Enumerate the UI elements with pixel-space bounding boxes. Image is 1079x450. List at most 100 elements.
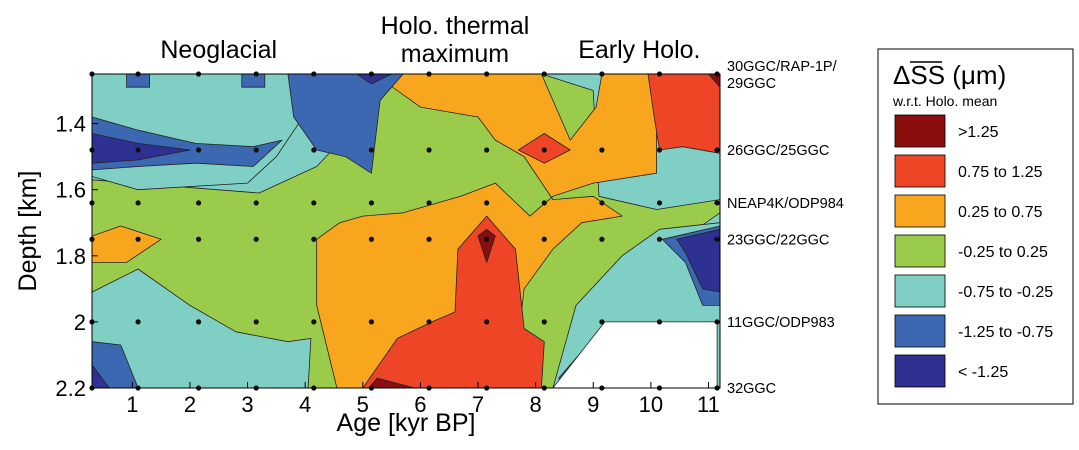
sample-point bbox=[541, 200, 547, 206]
sample-point bbox=[135, 200, 141, 206]
contour-region-4 bbox=[92, 225, 162, 263]
legend-swatch bbox=[894, 234, 946, 268]
sample-point bbox=[656, 200, 663, 206]
y-tick-label: 1.8 bbox=[55, 244, 86, 269]
contour-region-16 bbox=[241, 74, 266, 88]
sample-point bbox=[541, 319, 547, 325]
legend-swatch bbox=[894, 274, 946, 308]
sample-point bbox=[599, 319, 605, 325]
legend-swatch bbox=[894, 154, 946, 188]
sample-point bbox=[484, 147, 490, 153]
x-tick-label: 10 bbox=[639, 392, 663, 417]
legend-swatch bbox=[894, 114, 946, 148]
y-tick-label: 1.4 bbox=[55, 112, 86, 137]
period-label: Early Holo. bbox=[578, 36, 700, 64]
sample-point bbox=[426, 319, 432, 325]
contour-region-19 bbox=[92, 341, 139, 388]
sample-point bbox=[253, 236, 259, 242]
y-axis-label: Depth [km] bbox=[14, 171, 42, 292]
sample-point bbox=[311, 236, 317, 242]
legend-swatch bbox=[894, 354, 946, 388]
x-tick-label: 1 bbox=[126, 392, 138, 417]
legend-swatch bbox=[894, 194, 946, 228]
legend-subtitle: w.r.t. Holo. mean bbox=[892, 93, 997, 109]
sample-point bbox=[368, 236, 375, 242]
contour-region-23 bbox=[356, 74, 393, 85]
contour-region-24 bbox=[676, 228, 720, 293]
y-tick-label: 2.2 bbox=[55, 376, 86, 401]
sample-point bbox=[135, 319, 141, 325]
contour-region-14 bbox=[92, 268, 312, 388]
y-tick-label: 1.6 bbox=[55, 178, 86, 203]
sample-point bbox=[541, 147, 547, 153]
sample-point bbox=[311, 319, 317, 325]
sample-point bbox=[368, 147, 375, 153]
x-tick-label: 7 bbox=[472, 392, 484, 417]
legend-entry-label: -0.25 to 0.25 bbox=[958, 244, 1048, 261]
core-label: 26GGC/25GGC bbox=[727, 143, 829, 159]
x-tick-label: 8 bbox=[530, 392, 542, 417]
sample-point bbox=[135, 147, 141, 153]
contour-region-15 bbox=[126, 74, 151, 88]
contour-region-22 bbox=[92, 133, 191, 164]
x-tick-label: 11 bbox=[697, 392, 720, 417]
sample-point bbox=[541, 236, 547, 242]
legend-title: ΔSS (μm) bbox=[893, 60, 1006, 90]
no-data-polygon bbox=[552, 321, 718, 388]
sample-point bbox=[195, 236, 202, 242]
sample-point bbox=[426, 236, 432, 242]
sample-point bbox=[195, 147, 202, 153]
core-label: 11GGC/ODP983 bbox=[727, 315, 835, 331]
legend-entry-label: < -1.25 bbox=[958, 364, 1008, 381]
sample-point bbox=[368, 200, 375, 206]
sample-point bbox=[135, 236, 141, 242]
core-label: NEAP4K/ODP984 bbox=[727, 196, 844, 212]
x-tick-label: 3 bbox=[241, 392, 253, 417]
sample-point bbox=[426, 147, 432, 153]
core-label: 30GGC/RAP-1P/ bbox=[727, 59, 838, 75]
period-label: Neoglacial bbox=[160, 36, 277, 64]
sample-point bbox=[484, 319, 490, 325]
contour-region-9 bbox=[477, 228, 496, 263]
legend-entry-label: >1.25 bbox=[958, 124, 999, 141]
x-tick-label: 9 bbox=[587, 392, 599, 417]
core-label: 23GGC/22GGC bbox=[727, 232, 829, 248]
legend-entry-label: 0.25 to 0.75 bbox=[958, 204, 1043, 221]
legend-entry-label: 0.75 to 1.25 bbox=[958, 164, 1043, 181]
sample-point bbox=[484, 236, 490, 242]
x-tick-label: 2 bbox=[184, 392, 196, 417]
legend-entry-label: -0.75 to -0.25 bbox=[958, 284, 1053, 301]
contour-region-6 bbox=[362, 215, 545, 388]
legend-entries: >1.25 0.75 to 1.25 0.25 to 0.75 -0.25 to 0.… bbox=[894, 114, 1053, 388]
sample-point bbox=[195, 200, 202, 206]
x-axis-label: Age [kyr BP] bbox=[337, 409, 476, 437]
contour-region-8 bbox=[647, 74, 720, 154]
core-label: 32GGC bbox=[727, 381, 776, 397]
sample-point bbox=[599, 147, 605, 153]
y-tick-label: 2 bbox=[74, 310, 86, 335]
plot-frame bbox=[91, 73, 721, 389]
no-data-area bbox=[552, 321, 718, 388]
period-label: Holo. thermal bbox=[381, 12, 530, 40]
x-axis-ticks: 1 2 3 4 5 6 7 8 9 10 11 bbox=[126, 382, 720, 417]
sample-point bbox=[656, 147, 663, 153]
contour-region-11 bbox=[708, 74, 720, 88]
sample-point bbox=[311, 147, 317, 153]
y-axis-ticks: 1.4 1.6 1.8 2 2.2 bbox=[55, 112, 98, 401]
core-labels: 30GGC/RAP-1P/29GGC 26GGC/25GGC NEAP4K/ODP9… bbox=[714, 59, 844, 397]
sample-point bbox=[368, 319, 375, 325]
sample-point bbox=[311, 200, 317, 206]
x-tick-label: 4 bbox=[299, 392, 311, 417]
core-label: 29GGC bbox=[727, 76, 776, 92]
legend-entry-label: -1.25 to -0.75 bbox=[958, 324, 1053, 341]
sample-point bbox=[484, 200, 490, 206]
legend-swatch bbox=[894, 314, 946, 348]
contour-region-10 bbox=[368, 377, 416, 388]
sample-point bbox=[656, 319, 663, 325]
period-label: maximum bbox=[401, 40, 509, 68]
contour-region-18 bbox=[287, 74, 404, 174]
x-tick-label: 5 bbox=[357, 392, 369, 417]
x-tick-label: 6 bbox=[414, 392, 426, 417]
